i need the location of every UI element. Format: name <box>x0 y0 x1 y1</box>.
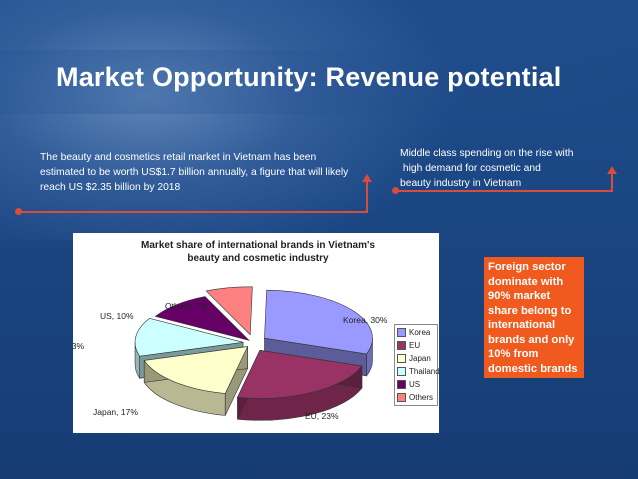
legend-swatch <box>397 341 406 350</box>
pie-slice-thailand <box>134 318 244 357</box>
arrow-up-icon <box>607 166 617 174</box>
chart-legend: Korea EU Japan Thailand US Others <box>394 324 439 406</box>
legend-swatch <box>397 380 406 389</box>
pie-slice-others <box>205 286 253 336</box>
legend-label: EU <box>409 341 421 350</box>
legend-item-others: Others <box>397 391 435 404</box>
legend-swatch <box>397 393 406 402</box>
slice-label-others: Others, 7% <box>165 301 208 311</box>
legend-item-eu: EU <box>397 339 435 352</box>
chart-title-line: beauty and cosmetic industry <box>187 253 329 264</box>
legend-label: Japan <box>409 354 431 363</box>
title-band <box>0 50 638 114</box>
connector-dot-left <box>15 208 22 215</box>
chart-title-line: Market share of international brands in … <box>141 240 375 251</box>
arrow-up-icon <box>362 174 372 182</box>
connector-line-right <box>396 190 613 192</box>
legend-item-thailand: Thailand <box>397 365 439 378</box>
market-value-caption: The beauty and cosmetics retail market i… <box>40 152 349 193</box>
legend-label: Thailand <box>409 367 439 376</box>
legend-swatch <box>397 367 406 376</box>
slide-title: Market Opportunity: Revenue potential <box>56 62 562 92</box>
middle-class-caption: Middle class spending on the rise with h… <box>400 146 620 191</box>
legend-item-korea: Korea <box>397 326 435 339</box>
legend-label: Korea <box>409 328 431 337</box>
middle-class-caption-line: Middle class spending on the rise with <box>400 148 574 159</box>
slice-label-japan: Japan, 17% <box>93 407 138 417</box>
slice-label-thailand: 13% <box>73 341 84 351</box>
slice-label-korea: Korea, 30% <box>343 315 388 325</box>
legend-label: US <box>409 380 421 389</box>
foreign-sector-callout: Foreign sector dominate with 90% market … <box>484 257 584 378</box>
connector-line-left-riser <box>366 180 368 213</box>
pie-slice-eu <box>237 349 363 399</box>
pie-slice-us <box>154 296 250 341</box>
pie-slice-japan <box>143 346 249 394</box>
legend-item-us: US <box>397 378 435 391</box>
pie-chart-svg: Korea, 30% EU, 23% Japan, 17% 13% US, 10% Oth… <box>73 286 388 421</box>
pie-chart: Market share of international brands in … <box>73 233 439 433</box>
globe-background <box>0 0 460 240</box>
legend-label: Others <box>409 393 434 402</box>
chart-title: Market share of international brands in … <box>123 239 393 265</box>
legend-item-japan: Japan <box>397 352 435 365</box>
connector-dot-right <box>392 187 399 194</box>
middle-class-caption-line: beauty industry in Vietnam <box>400 178 522 189</box>
legend-swatch <box>397 354 406 363</box>
legend-swatch <box>397 328 406 337</box>
slice-label-us: US, 10% <box>100 311 134 321</box>
pie-slice-korea <box>264 289 373 355</box>
slice-label-eu: EU, 23% <box>305 411 339 421</box>
connector-line-left <box>19 211 368 213</box>
middle-class-caption-line: high demand for cosmetic and <box>400 163 541 174</box>
connector-line-right-riser <box>611 172 613 192</box>
